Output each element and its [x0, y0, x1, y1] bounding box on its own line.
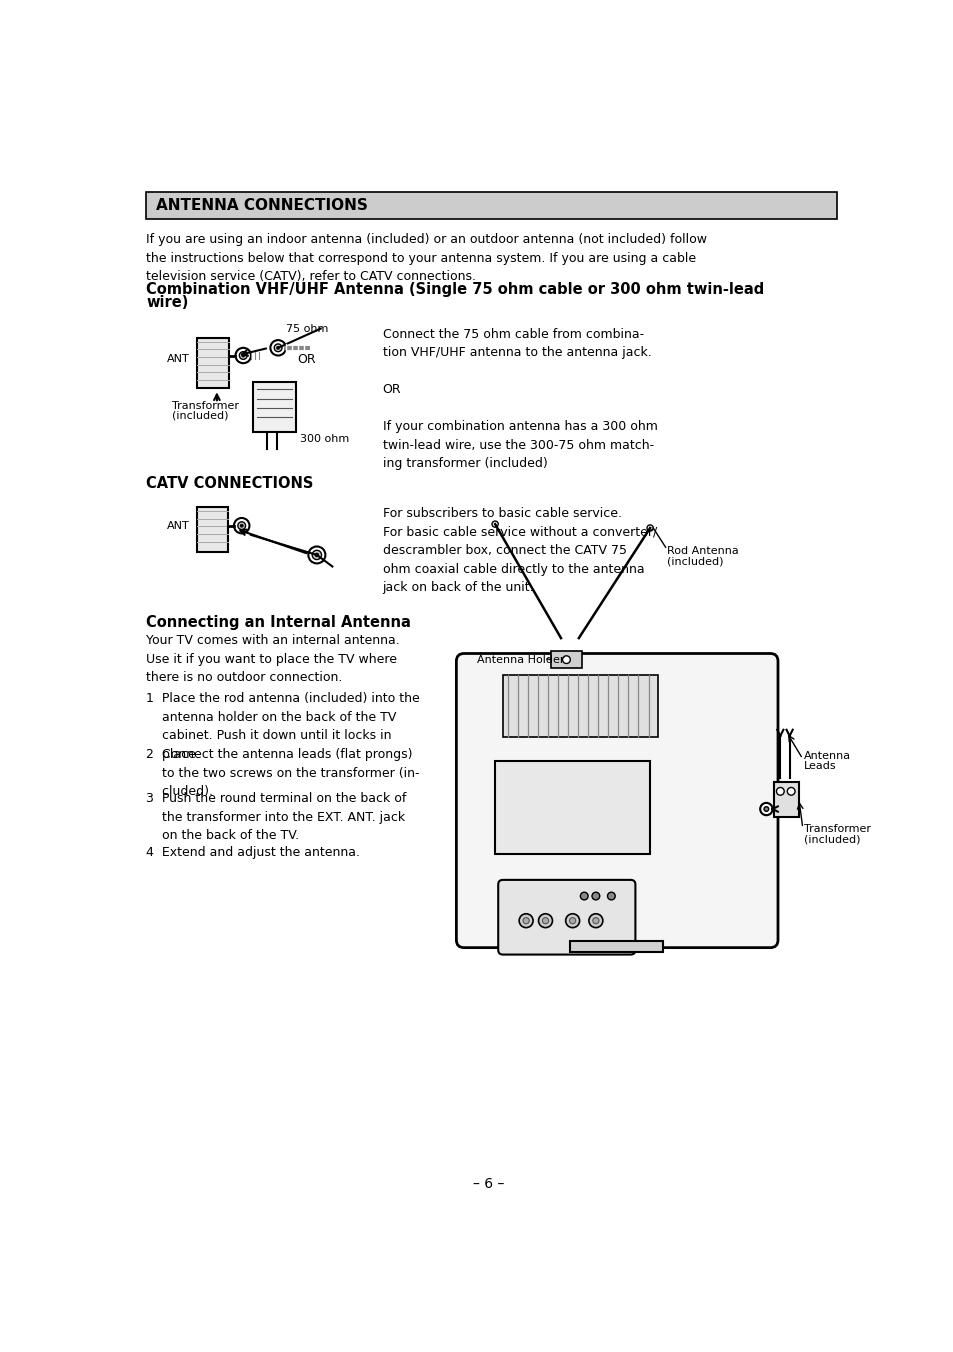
Text: Your TV comes with an internal antenna.
Use it if you want to place the TV where: Your TV comes with an internal antenna. … — [146, 634, 399, 684]
Text: Leads: Leads — [803, 761, 836, 771]
Circle shape — [760, 803, 772, 815]
Bar — [146, 192, 836, 219]
Circle shape — [646, 525, 653, 531]
Text: Connecting an Internal Antenna: Connecting an Internal Antenna — [146, 615, 411, 630]
Text: CATV CONNECTIONS: CATV CONNECTIONS — [146, 476, 314, 491]
Text: 1  Place the rod antenna (included) into the
    antenna holder on the back of t: 1 Place the rod antenna (included) into … — [146, 692, 419, 761]
Circle shape — [235, 347, 251, 364]
Circle shape — [763, 807, 768, 811]
Bar — [495, 761, 649, 853]
Text: Antenna Holder: Antenna Holder — [476, 654, 564, 665]
Circle shape — [592, 892, 599, 900]
Text: If you are using an indoor antenna (included) or an outdoor antenna (not include: If you are using an indoor antenna (incl… — [146, 233, 706, 283]
Circle shape — [270, 341, 286, 356]
Circle shape — [518, 914, 533, 927]
Text: ANTENNA CONNECTIONS: ANTENNA CONNECTIONS — [155, 197, 367, 212]
Circle shape — [241, 354, 245, 357]
Circle shape — [240, 525, 243, 527]
Bar — [773, 781, 798, 817]
Circle shape — [274, 343, 282, 352]
Text: Rod Antenna: Rod Antenna — [666, 546, 739, 556]
Circle shape — [492, 521, 497, 527]
Text: (included): (included) — [803, 834, 860, 845]
Bar — [253, 381, 295, 431]
Circle shape — [308, 546, 325, 564]
Text: wire): wire) — [146, 296, 189, 311]
Text: 300 ohm: 300 ohm — [299, 434, 349, 443]
Text: Combination VHF/UHF Antenna (Single 75 ohm cable or 300 ohm twin-lead: Combination VHF/UHF Antenna (Single 75 o… — [146, 281, 763, 296]
Text: 3  Push the round terminal on the back of
    the transformer into the EXT. ANT.: 3 Push the round terminal on the back of… — [146, 792, 406, 842]
FancyBboxPatch shape — [497, 880, 635, 955]
Text: Transformer: Transformer — [172, 402, 238, 411]
Circle shape — [579, 892, 587, 900]
Circle shape — [312, 550, 321, 560]
Circle shape — [588, 914, 602, 927]
Bar — [502, 675, 658, 737]
Circle shape — [522, 918, 529, 923]
Text: 75 ohm: 75 ohm — [286, 324, 328, 334]
Circle shape — [565, 914, 579, 927]
Text: ANT: ANT — [167, 522, 190, 531]
Text: Antenna: Antenna — [803, 752, 851, 761]
Circle shape — [592, 918, 598, 923]
Bar — [196, 507, 228, 552]
Text: (included): (included) — [172, 411, 228, 420]
Bar — [550, 652, 581, 668]
Text: – 6 –: – 6 – — [473, 1178, 504, 1191]
Circle shape — [542, 918, 548, 923]
Bar — [196, 338, 229, 388]
Text: (included): (included) — [666, 557, 723, 566]
Circle shape — [607, 892, 615, 900]
Text: OR: OR — [297, 353, 315, 366]
FancyBboxPatch shape — [456, 653, 778, 948]
Text: ANT: ANT — [167, 354, 190, 364]
Text: For subscribers to basic cable service.
For basic cable service without a conver: For subscribers to basic cable service. … — [382, 507, 657, 594]
Circle shape — [776, 787, 783, 795]
Text: 2  Connect the antenna leads (flat prongs)
    to the two screws on the transfor: 2 Connect the antenna leads (flat prongs… — [146, 748, 419, 798]
Circle shape — [314, 553, 318, 557]
Text: Transformer: Transformer — [803, 825, 870, 834]
Circle shape — [562, 656, 570, 664]
Circle shape — [276, 346, 279, 349]
Circle shape — [233, 518, 249, 534]
Circle shape — [786, 787, 794, 795]
Text: 4  Extend and adjust the antenna.: 4 Extend and adjust the antenna. — [146, 846, 360, 859]
Circle shape — [569, 918, 575, 923]
Text: Connect the 75 ohm cable from combina-
tion VHF/UHF antenna to the antenna jack.: Connect the 75 ohm cable from combina- t… — [382, 327, 657, 470]
Circle shape — [537, 914, 552, 927]
Bar — [570, 941, 662, 952]
Circle shape — [237, 522, 245, 530]
Circle shape — [239, 352, 247, 360]
